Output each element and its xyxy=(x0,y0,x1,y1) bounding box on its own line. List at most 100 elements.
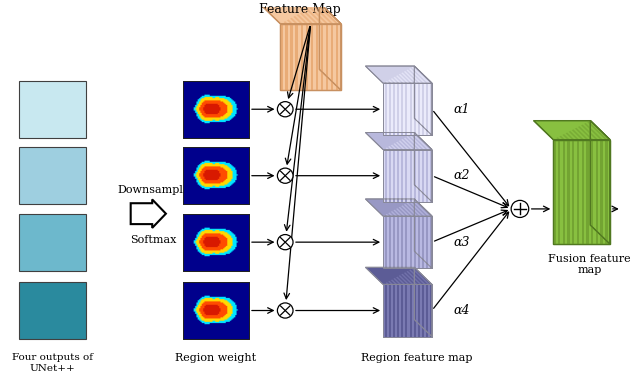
Polygon shape xyxy=(568,139,570,244)
Polygon shape xyxy=(394,77,401,83)
Polygon shape xyxy=(182,282,249,339)
Polygon shape xyxy=(399,275,410,284)
Polygon shape xyxy=(336,24,339,90)
Polygon shape xyxy=(406,70,422,83)
Polygon shape xyxy=(406,271,422,284)
Text: Region feature map: Region feature map xyxy=(360,353,472,363)
Polygon shape xyxy=(399,284,401,337)
Polygon shape xyxy=(396,75,405,83)
Circle shape xyxy=(277,168,293,183)
Polygon shape xyxy=(383,149,385,150)
Polygon shape xyxy=(412,268,430,284)
Polygon shape xyxy=(310,7,328,24)
Text: Downsample: Downsample xyxy=(117,185,189,195)
Polygon shape xyxy=(394,210,401,216)
Text: Feature Map: Feature Map xyxy=(259,3,340,16)
Polygon shape xyxy=(391,284,393,337)
Polygon shape xyxy=(396,216,397,268)
Polygon shape xyxy=(396,284,397,337)
Polygon shape xyxy=(19,214,86,271)
Polygon shape xyxy=(424,150,426,202)
Polygon shape xyxy=(428,216,430,268)
Polygon shape xyxy=(387,216,389,268)
Polygon shape xyxy=(412,216,413,268)
Polygon shape xyxy=(572,139,575,244)
Polygon shape xyxy=(391,78,397,83)
Polygon shape xyxy=(586,139,589,244)
Polygon shape xyxy=(284,21,288,24)
Polygon shape xyxy=(365,199,432,216)
Polygon shape xyxy=(396,277,405,284)
Polygon shape xyxy=(588,121,607,139)
Polygon shape xyxy=(401,139,413,150)
Polygon shape xyxy=(319,3,341,90)
Polygon shape xyxy=(287,20,293,24)
Polygon shape xyxy=(403,83,405,135)
Polygon shape xyxy=(301,24,303,90)
Polygon shape xyxy=(563,139,565,244)
Polygon shape xyxy=(396,83,397,135)
Circle shape xyxy=(277,303,293,318)
Polygon shape xyxy=(307,9,323,24)
Polygon shape xyxy=(399,150,401,202)
Polygon shape xyxy=(578,126,593,139)
Polygon shape xyxy=(383,216,432,268)
Polygon shape xyxy=(408,150,410,202)
Polygon shape xyxy=(408,83,410,135)
Polygon shape xyxy=(412,83,413,135)
Polygon shape xyxy=(424,83,426,135)
Polygon shape xyxy=(19,147,86,204)
Polygon shape xyxy=(409,201,426,216)
Polygon shape xyxy=(396,150,397,202)
Polygon shape xyxy=(399,216,401,268)
Polygon shape xyxy=(182,214,249,271)
Text: α1: α1 xyxy=(453,103,470,116)
Polygon shape xyxy=(553,139,610,244)
Polygon shape xyxy=(388,80,393,83)
Polygon shape xyxy=(401,205,413,216)
Polygon shape xyxy=(310,24,313,90)
Polygon shape xyxy=(293,16,303,24)
Polygon shape xyxy=(591,139,593,244)
Polygon shape xyxy=(391,150,393,202)
Polygon shape xyxy=(403,150,405,202)
Polygon shape xyxy=(396,142,405,150)
Circle shape xyxy=(277,235,293,250)
Polygon shape xyxy=(415,150,418,202)
Polygon shape xyxy=(409,135,426,150)
Polygon shape xyxy=(424,284,426,337)
Polygon shape xyxy=(428,284,430,337)
Polygon shape xyxy=(420,83,422,135)
Polygon shape xyxy=(403,284,405,337)
Polygon shape xyxy=(259,3,341,24)
Polygon shape xyxy=(563,134,570,139)
Text: Four outputs of
UNet++: Four outputs of UNet++ xyxy=(12,353,93,373)
Polygon shape xyxy=(556,137,560,139)
Polygon shape xyxy=(386,81,389,83)
Polygon shape xyxy=(566,132,575,139)
Polygon shape xyxy=(383,284,432,337)
Polygon shape xyxy=(412,133,430,150)
Polygon shape xyxy=(404,138,418,150)
Polygon shape xyxy=(415,83,418,135)
Polygon shape xyxy=(365,132,432,150)
Polygon shape xyxy=(415,216,418,268)
Polygon shape xyxy=(420,284,422,337)
Polygon shape xyxy=(408,284,410,337)
Polygon shape xyxy=(280,24,341,90)
Polygon shape xyxy=(409,270,426,284)
Polygon shape xyxy=(296,24,298,90)
Polygon shape xyxy=(420,216,422,268)
Polygon shape xyxy=(388,212,393,216)
Polygon shape xyxy=(387,150,389,202)
Polygon shape xyxy=(386,214,389,216)
Polygon shape xyxy=(559,136,565,139)
Polygon shape xyxy=(420,150,422,202)
Polygon shape xyxy=(383,284,385,337)
Text: α3: α3 xyxy=(453,236,470,249)
Polygon shape xyxy=(424,216,426,268)
Polygon shape xyxy=(391,145,397,150)
Circle shape xyxy=(277,102,293,117)
Polygon shape xyxy=(399,74,410,83)
Circle shape xyxy=(511,200,529,217)
